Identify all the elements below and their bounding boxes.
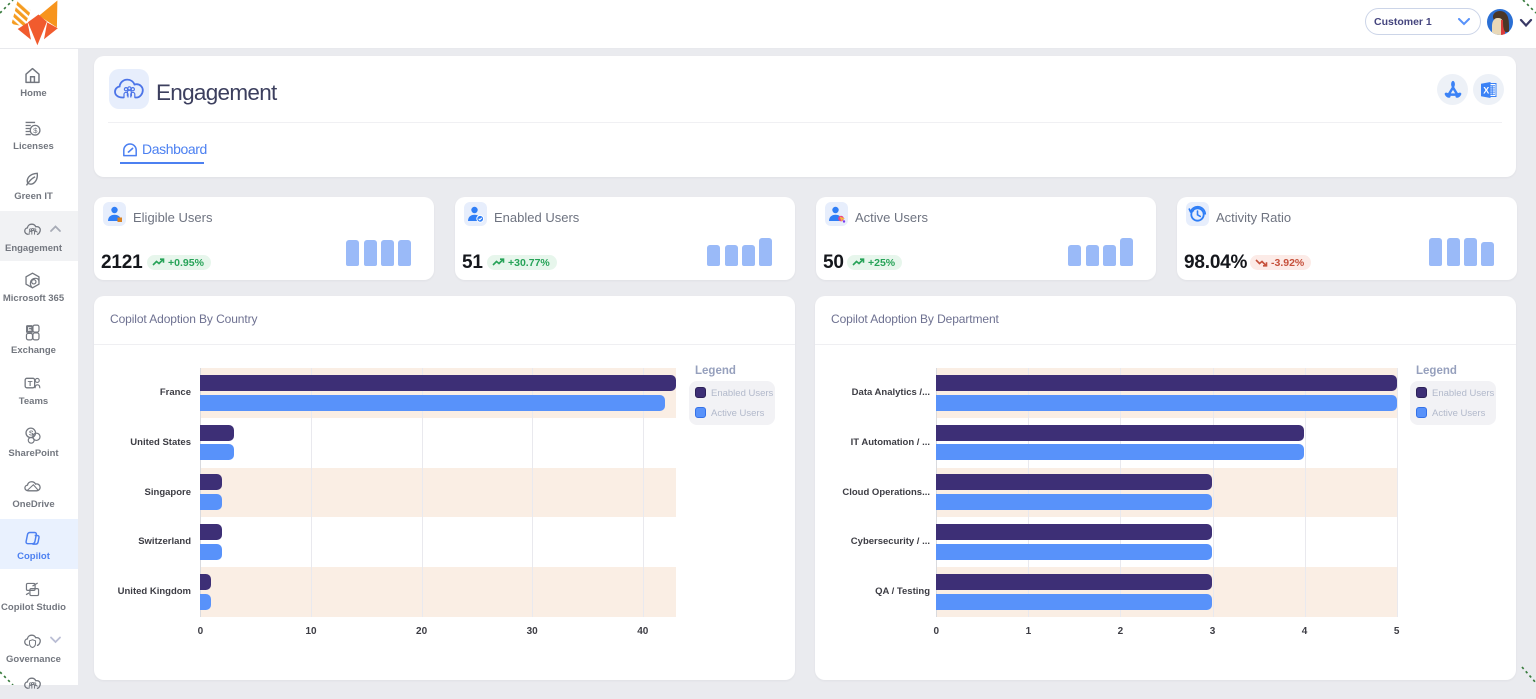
- svg-text:X: X: [1483, 85, 1489, 95]
- svg-text:T: T: [28, 379, 33, 388]
- svg-text:S: S: [29, 430, 34, 437]
- svg-text:$: $: [33, 126, 38, 135]
- svg-text:E: E: [28, 327, 32, 333]
